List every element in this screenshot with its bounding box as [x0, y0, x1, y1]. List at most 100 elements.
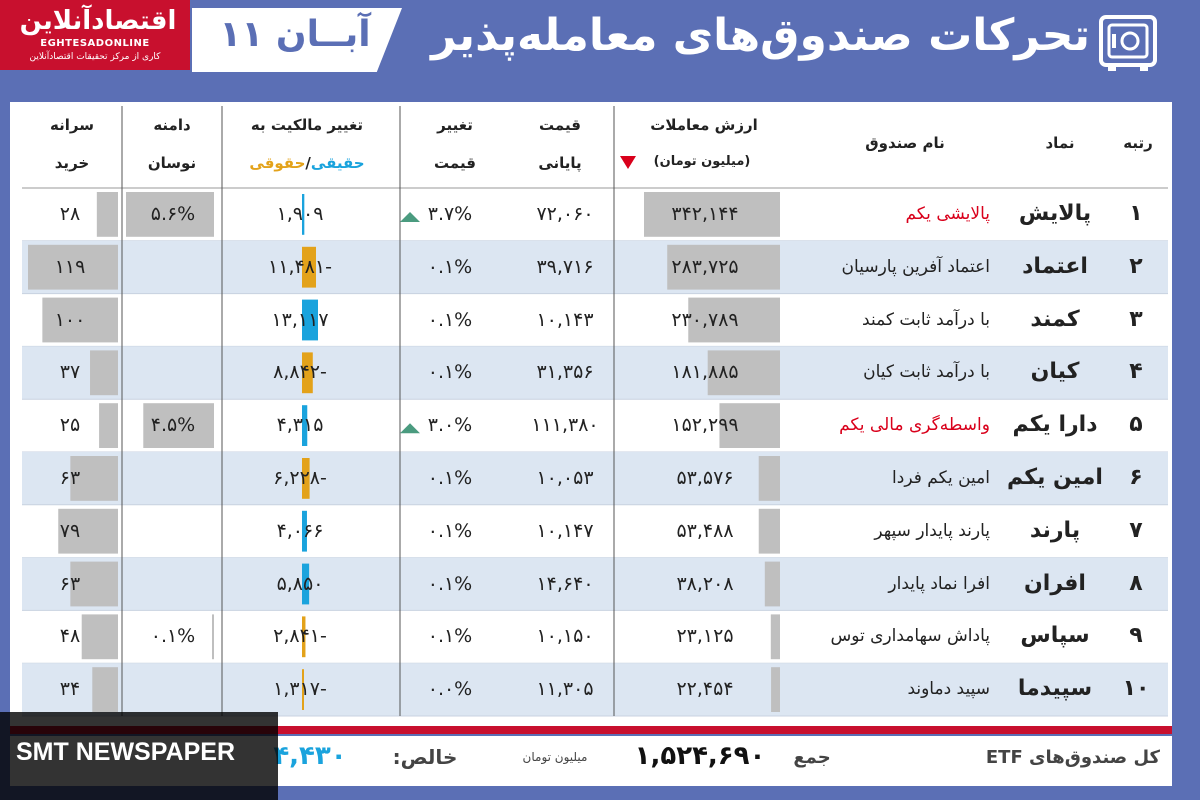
watermark: SMT NEWSPAPER [16, 738, 235, 766]
col-rank: رتبه [1123, 134, 1153, 152]
value-cell: ۱۵۲,۲۹۹ [671, 414, 739, 437]
col-change: تغییر [437, 116, 473, 134]
ownership-bar [302, 405, 308, 446]
rank-cell: ۳ [1129, 306, 1143, 332]
ownership-bar [302, 194, 305, 235]
col-percap-2: خرید [54, 154, 90, 172]
safe-icon [1099, 15, 1157, 71]
header: اقتصادآنلاین EGHTESADONLINE کاری از مرکز… [0, 0, 1200, 88]
ownership-bar [302, 510, 307, 552]
value-bar [758, 456, 780, 501]
percap-bar [42, 297, 118, 343]
price-cell: ۱۱۱,۳۸۰ [531, 414, 599, 437]
col-symbol: نماد [1045, 134, 1075, 152]
range-bar [126, 192, 214, 237]
change-cell: ۳.۰% [427, 414, 473, 437]
price-cell: ۷۲,۰۶۰ [536, 203, 594, 225]
percap-bar [90, 350, 118, 396]
up-arrow-icon [400, 423, 420, 434]
range-cell [128, 452, 218, 504]
col-change-2: قیمت [434, 154, 476, 172]
range-cell [128, 558, 218, 610]
legend-legal: حقوقی [249, 154, 306, 172]
symbol-cell: دارا یکم [1012, 412, 1098, 438]
rank-cell: ۴ [1129, 359, 1143, 385]
symbol-cell: امین یکم [1007, 465, 1103, 490]
percap-cell: ۶۳ [59, 467, 81, 489]
percap-cell: ۲۸ [59, 203, 81, 225]
footer-label: کل صندوق‌های ETF [985, 747, 1160, 768]
percap-bar [96, 192, 118, 237]
logo-sub: کاری از مرکز تحقیقات اقتصادآنلاین [29, 52, 161, 62]
range-cell: ۴.۵% [150, 414, 196, 437]
rank-cell: ۸ [1129, 570, 1143, 596]
logo-en: EGHTESADONLINE [40, 38, 150, 49]
change-cell: ۳.۷% [427, 203, 473, 225]
ownership-bar [302, 246, 317, 288]
value-bar [771, 667, 780, 712]
symbol-cell: پارند [1029, 517, 1081, 543]
ownership-bar [302, 563, 310, 605]
ownership-bar [302, 458, 310, 499]
row-stripe [22, 557, 1168, 611]
percap-cell: ۲۵ [59, 414, 81, 437]
col-range: دامنه [153, 116, 191, 134]
price-cell: ۳۱,۳۵۶ [536, 361, 594, 384]
change-cell: ۰.۱% [427, 625, 473, 648]
percap-cell: ۶۳ [59, 572, 81, 595]
symbol-cell: اعتماد [1022, 253, 1088, 279]
rank-cell: ۱ [1129, 201, 1143, 226]
ownership-cell: ۵,۸۵۰ [276, 572, 324, 595]
price-cell: ۱۰,۱۴۳ [536, 308, 594, 331]
rank-cell: ۷ [1129, 517, 1143, 543]
range-cell [128, 505, 218, 557]
name-cell: با درآمد ثابت کمند [862, 309, 990, 330]
page-title: تحرکات صندوق‌های معامله‌پذیر [431, 10, 1090, 61]
date-label: ۱۱ آبــان [219, 14, 371, 55]
rank-cell: ۱۰ [1122, 676, 1150, 702]
ownership-bar [302, 616, 306, 658]
range-cell [128, 294, 218, 346]
ownership-cell: -۶,۲۲۸ [273, 467, 327, 489]
row-stripe [22, 663, 1168, 716]
percap-bar [70, 456, 118, 501]
change-cell: ۰.۱% [427, 255, 473, 278]
col-value-unit: (میلیون تومان) [653, 154, 751, 169]
percap-cell: ۱۰۰ [54, 308, 86, 331]
name-cell: سپید دماوند [907, 679, 990, 700]
ownership-bar [302, 299, 318, 341]
logo: اقتصادآنلاین EGHTESADONLINE کاری از مرکز… [0, 0, 190, 70]
col-price-2: پایانی [538, 154, 582, 172]
footer-total: ۱,۵۲۴,۶۹۰ [634, 741, 766, 771]
value-bar [644, 192, 780, 237]
change-cell: ۰.۱% [427, 308, 473, 331]
col-ownership-legend: حقیقی/حقوقی [222, 154, 392, 172]
percap-bar [28, 244, 118, 290]
ownership-bar [302, 352, 313, 394]
col-price: قیمت [539, 116, 581, 134]
data-table: رتبه نماد نام صندوق ارزش معاملات (میلیون… [10, 102, 1172, 727]
date-box [192, 8, 402, 72]
price-cell: ۱۴,۶۴۰ [536, 572, 594, 595]
symbol-cell: کیان [1030, 359, 1080, 385]
sort-down-icon [620, 156, 636, 169]
range-cell: ۵.۶% [150, 203, 196, 225]
percap-bar [58, 508, 118, 554]
range-cell [128, 346, 218, 398]
table-grid [22, 106, 1168, 717]
change-cell: ۰.۱% [427, 467, 473, 489]
value-cell: ۲۸۳,۷۲۵ [671, 255, 739, 278]
legend-real: حقیقی [310, 154, 365, 172]
name-cell: واسطه‌گری مالی یکم [839, 415, 990, 436]
ownership-cell: -۲,۸۴۱ [273, 625, 327, 648]
footer-net-value: ۴,۴۳۰ [273, 741, 347, 771]
price-cell: ۱۰,۱۵۰ [536, 625, 594, 648]
percap-cell: ۷۹ [59, 519, 81, 542]
percap-bar [92, 667, 118, 712]
range-bar [212, 614, 214, 660]
percap-cell: ۳۴ [59, 678, 81, 701]
symbol-cell: سپیدما [1017, 676, 1093, 702]
range-bar [143, 403, 214, 448]
percap-cell: ۴۸ [59, 625, 81, 648]
row-stripe [22, 240, 1168, 294]
